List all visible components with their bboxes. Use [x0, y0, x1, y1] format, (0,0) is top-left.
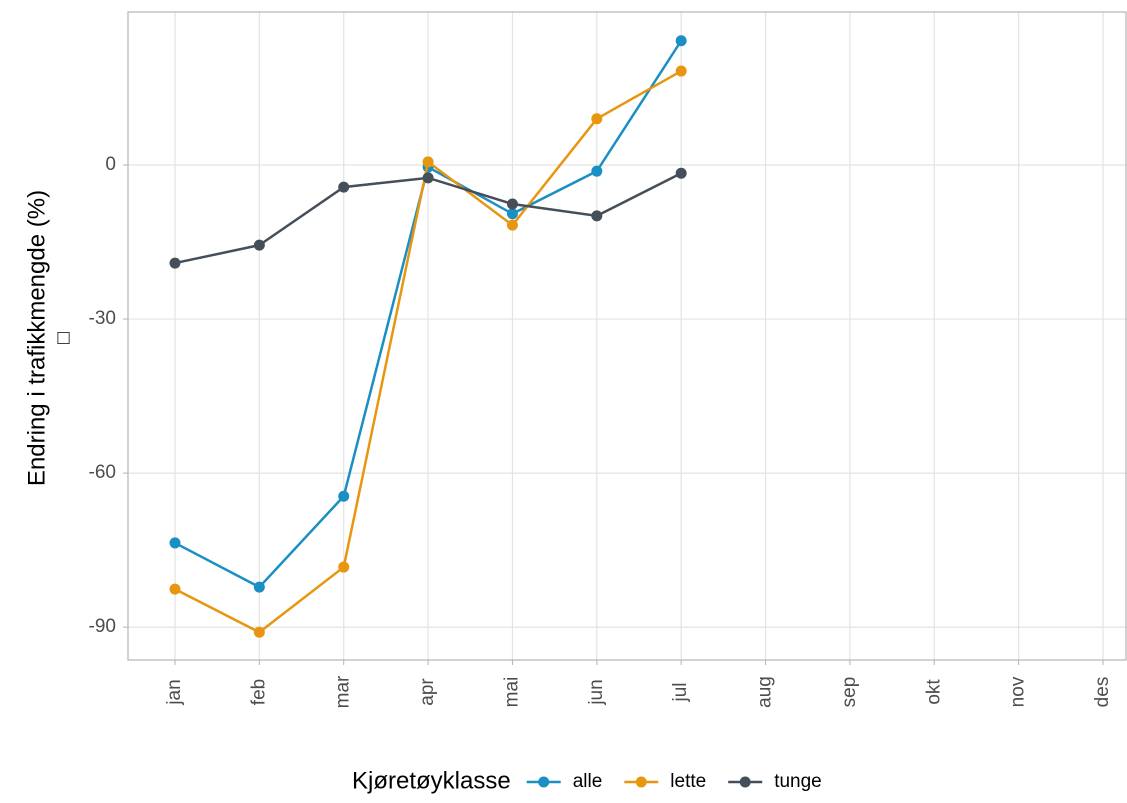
data-point	[338, 490, 350, 502]
data-point	[675, 65, 687, 77]
data-point	[253, 581, 265, 593]
data-point	[422, 156, 434, 168]
y-tick-label: -90	[89, 616, 116, 637]
legend-title: Kjøretøyklasse	[352, 767, 511, 794]
x-tick-label: apr	[417, 678, 438, 706]
data-point	[169, 257, 181, 269]
data-point	[591, 113, 603, 125]
legend-label: alle	[573, 771, 603, 792]
x-tick-label: mar	[333, 675, 354, 708]
data-point	[591, 165, 603, 177]
y-axis-label: Endring i trafikkmengde (%)	[23, 190, 50, 486]
x-tick-label: feb	[248, 679, 269, 705]
x-tick-label: aug	[755, 676, 776, 708]
legend-key-point	[635, 776, 647, 788]
data-point	[506, 208, 518, 220]
y-tick-label: -30	[89, 308, 116, 329]
data-point	[338, 561, 350, 573]
panel-border	[127, 11, 1127, 661]
x-tick-label: jul	[670, 682, 691, 702]
data-point	[506, 198, 518, 210]
data-point	[591, 210, 603, 222]
x-tick-label: okt	[923, 679, 944, 705]
y-axis-label-note: □	[52, 332, 74, 344]
x-tick-label: jun	[586, 679, 607, 705]
data-point	[169, 583, 181, 595]
data-point	[675, 35, 687, 47]
legend-label: lette	[670, 771, 706, 792]
data-point	[422, 172, 434, 184]
data-point	[253, 239, 265, 251]
x-tick-label: jan	[164, 679, 185, 705]
legend-label: tunge	[774, 771, 822, 792]
data-point	[506, 219, 518, 231]
data-point	[675, 167, 687, 179]
data-point	[253, 626, 265, 638]
legend-key-point	[538, 776, 550, 788]
x-tick-label: sep	[839, 677, 860, 708]
legend-key-point	[739, 776, 751, 788]
y-tick-label: -60	[89, 462, 116, 483]
x-tick-label: nov	[1008, 676, 1029, 707]
x-tick-label: des	[1092, 677, 1113, 708]
data-point	[338, 181, 350, 193]
x-tick-label: mai	[501, 677, 522, 708]
data-point	[169, 537, 181, 549]
y-tick-label: 0	[105, 154, 116, 175]
